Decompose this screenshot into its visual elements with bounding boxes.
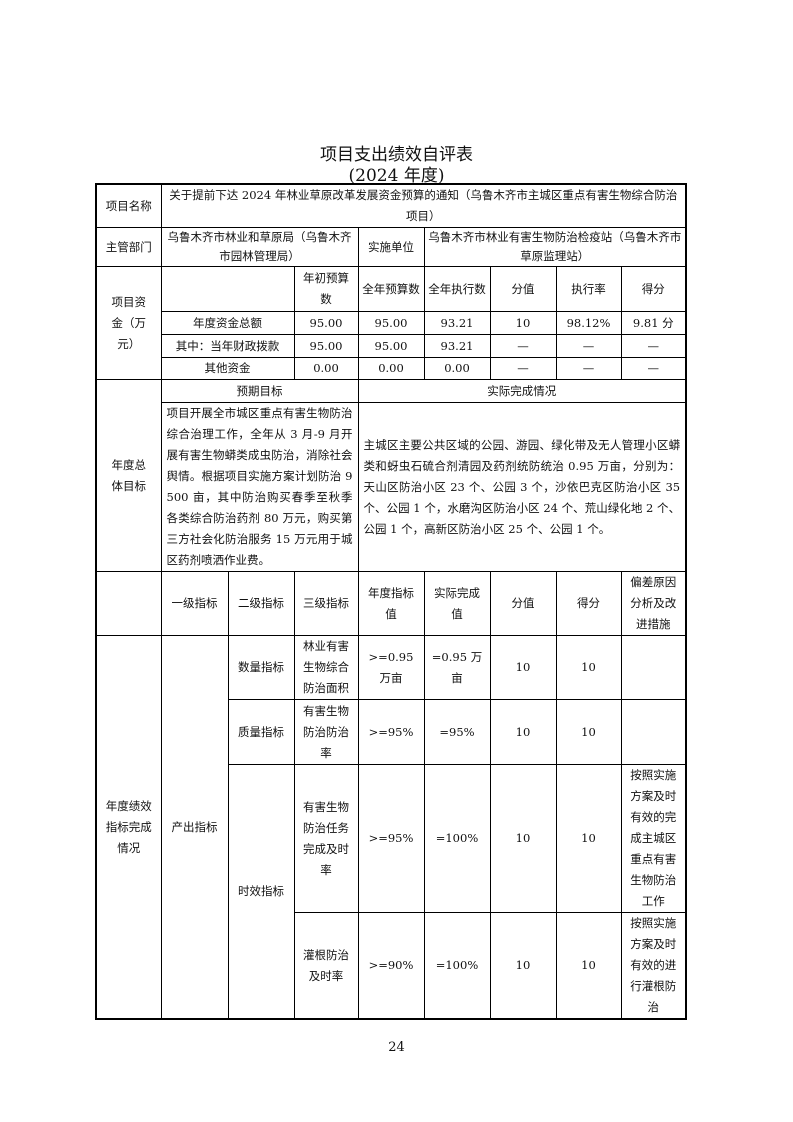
actual-value: =100% bbox=[423, 764, 491, 913]
target-value: >=95% bbox=[357, 699, 425, 765]
level3-indicator: 林业有害生物综合防治面积 bbox=[293, 635, 359, 700]
funds-header: 年初预算数 bbox=[293, 266, 359, 312]
actual-value: =0.95 万亩 bbox=[423, 635, 491, 700]
actual-goal-header: 实际完成情况 bbox=[357, 379, 687, 403]
actual-value: =95% bbox=[423, 699, 491, 765]
funds-cell: — bbox=[620, 357, 687, 380]
funds-row: 其他资金 0.00 0.00 0.00 — — — bbox=[96, 357, 687, 380]
actual-goal-text: 主城区主要公共区域的公园、游园、绿化带及无人管理小区蟒类和蚜虫石硫合剂清园及药剂… bbox=[357, 402, 687, 572]
indicator-header: 分值 bbox=[489, 571, 557, 636]
weight: 10 bbox=[489, 764, 557, 913]
indicator-row: 时效指标 有害生物防治任务完成及时率 >=95% =100% 10 10 按照实… bbox=[96, 764, 687, 1020]
funds-cell: — bbox=[489, 357, 557, 380]
funds-cell: 0.00 bbox=[357, 357, 425, 380]
indicator-row: 年度绩效指标完成情况 产出指标 数量指标 林业有害生物综合防治面积 >=0.95… bbox=[95, 635, 687, 1020]
funds-cell: 93.21 bbox=[423, 311, 491, 335]
weight: 10 bbox=[489, 635, 557, 700]
level2-indicator: 质量指标 bbox=[227, 699, 295, 765]
funds-row-name: 年度资金总额 bbox=[160, 311, 295, 335]
funds-row: 年度资金总额 95.00 95.00 93.21 10 98.12% 9.81 … bbox=[96, 311, 687, 335]
impl-label: 实施单位 bbox=[357, 227, 425, 267]
deviation-note bbox=[620, 699, 687, 765]
funds-row-name: 其他资金 bbox=[160, 357, 295, 380]
page-number: 24 bbox=[388, 1040, 405, 1055]
funds-label: 项目资金（万元） bbox=[95, 266, 162, 380]
level2-indicator: 数量指标 bbox=[227, 635, 295, 700]
target-value: >=95% bbox=[357, 764, 425, 913]
funds-header: 全年执行数 bbox=[423, 266, 491, 312]
indicators-label: 年度绩效指标完成情况 bbox=[95, 635, 162, 1020]
funds-cell: 98.12% bbox=[555, 311, 622, 335]
funds-cell: — bbox=[489, 334, 557, 358]
target-value: >=0.95 万亩 bbox=[357, 635, 425, 700]
score: 10 bbox=[555, 764, 622, 913]
funds-cell: — bbox=[620, 334, 687, 358]
weight: 10 bbox=[489, 699, 557, 765]
funds-cell: — bbox=[555, 334, 622, 358]
funds-cell: 10 bbox=[489, 311, 557, 335]
page-title: 项目支出绩效自评表 bbox=[320, 145, 473, 165]
funds-cell: 93.21 bbox=[423, 334, 491, 358]
indicator-header: 二级指标 bbox=[227, 571, 295, 636]
project-name-label: 项目名称 bbox=[95, 183, 162, 228]
evaluation-table: 项目名称 关于提前下达 2024 年林业草原改革发展资金预算的通知（乌鲁木齐市主… bbox=[95, 183, 688, 1020]
expected-goal-text: 项目开展全市城区重点有害生物防治综合治理工作，全年从 3 月-9 月开展有害生物… bbox=[160, 402, 359, 572]
indicator-header-blank bbox=[95, 571, 162, 636]
dept-value: 乌鲁木齐市林业和草原局（乌鲁木齐市园林管理局） bbox=[160, 227, 359, 267]
score: 10 bbox=[555, 635, 622, 700]
funds-cell: 95.00 bbox=[357, 334, 425, 358]
indicator-header: 年度指标值 bbox=[357, 571, 425, 636]
level3-indicator: 有害生物防治任务完成及时率 bbox=[293, 764, 359, 913]
funds-cell: 95.00 bbox=[357, 311, 425, 335]
indicator-header: 偏差原因分析及改进措施 bbox=[620, 571, 687, 636]
indicator-row: 质量指标 有害生物防治防治率 >=95% =95% 10 10 bbox=[96, 699, 687, 765]
funds-row-name: 其中：当年财政拨款 bbox=[160, 334, 295, 358]
indicator-header: 三级指标 bbox=[293, 571, 359, 636]
level3-indicator: 有害生物防治防治率 bbox=[293, 699, 359, 765]
score: 10 bbox=[555, 912, 622, 1020]
funds-cell: 95.00 bbox=[293, 334, 359, 358]
deviation-note bbox=[620, 635, 687, 700]
goals-label: 年度总体目标 bbox=[95, 379, 162, 572]
dept-label: 主管部门 bbox=[95, 227, 162, 267]
deviation-note: 按照实施方案及时有效的完成主城区重点有害生物防治工作 bbox=[620, 764, 687, 913]
funds-cell: 0.00 bbox=[293, 357, 359, 380]
indicator-header: 得分 bbox=[555, 571, 622, 636]
deviation-note: 按照实施方案及时有效的进行灌根防治 bbox=[620, 912, 687, 1020]
actual-value: =100% bbox=[423, 912, 491, 1020]
funds-cell: 95.00 bbox=[293, 311, 359, 335]
indicator-row: 灌根防治及时率 >=90% =100% 10 10 按照实施方案及时有效的进行灌… bbox=[96, 912, 687, 1020]
funds-header: 得分 bbox=[620, 266, 687, 312]
funds-cell: 0.00 bbox=[423, 357, 491, 380]
funds-header: 分值 bbox=[489, 266, 557, 312]
indicator-header: 实际完成值 bbox=[423, 571, 491, 636]
impl-value: 乌鲁木齐市林业有害生物防治检疫站（乌鲁木齐市草原监理站） bbox=[423, 227, 687, 267]
funds-cell: 9.81 分 bbox=[620, 311, 687, 335]
funds-header: 执行率 bbox=[555, 266, 622, 312]
funds-row: 其中：当年财政拨款 95.00 95.00 93.21 — — — bbox=[96, 334, 687, 358]
funds-header-blank bbox=[160, 266, 295, 312]
page-subtitle: (2024 年度) bbox=[348, 166, 445, 186]
target-value: >=90% bbox=[357, 912, 425, 1020]
project-name-value: 关于提前下达 2024 年林业草原改革发展资金预算的通知（乌鲁木齐市主城区重点有… bbox=[160, 183, 687, 228]
weight: 10 bbox=[489, 912, 557, 1020]
level3-indicator: 灌根防治及时率 bbox=[293, 912, 359, 1020]
funds-header: 全年预算数 bbox=[357, 266, 425, 312]
level1-indicator: 产出指标 bbox=[160, 635, 229, 1020]
level2-indicator: 时效指标 bbox=[227, 764, 295, 1020]
indicator-header: 一级指标 bbox=[160, 571, 229, 636]
expected-goal-header: 预期目标 bbox=[160, 379, 359, 403]
funds-cell: — bbox=[555, 357, 622, 380]
score: 10 bbox=[555, 699, 622, 765]
